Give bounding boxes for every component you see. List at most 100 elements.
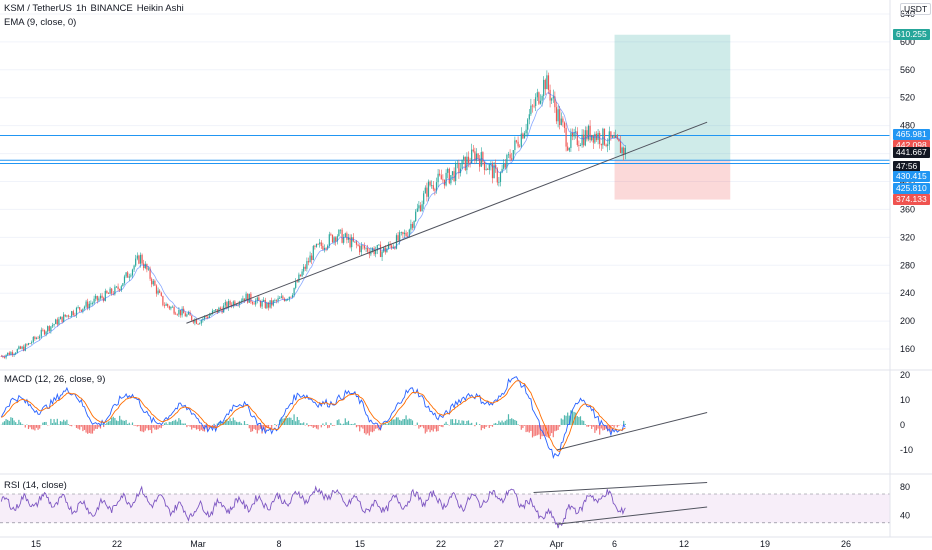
candle-body [26, 344, 28, 346]
candle-body [203, 316, 206, 319]
macd-histogram-bar [589, 425, 591, 426]
candle-body [475, 153, 478, 161]
candle-body [160, 292, 162, 296]
macd-histogram-bar [290, 417, 292, 425]
macd-histogram-bar [189, 425, 191, 427]
rsi-trendline[interactable] [533, 481, 708, 494]
candle-body [418, 205, 420, 209]
candle-body [103, 297, 105, 301]
time-axis-tick: Apr [550, 539, 564, 549]
candle-body [184, 313, 186, 317]
time-axis-tick: 22 [436, 539, 446, 549]
macd-histogram-bar [90, 425, 92, 434]
candle-body [83, 306, 86, 309]
candle-body [256, 297, 258, 301]
candle-body [541, 95, 543, 101]
candle-body [517, 141, 519, 147]
macd-histogram-bar [531, 425, 534, 438]
candle-body [309, 255, 311, 263]
macd-histogram-bar [536, 425, 538, 436]
macd-histogram-bar [451, 419, 454, 425]
macd-histogram-bar [455, 419, 457, 425]
macd-line[interactable] [0, 376, 626, 460]
macd-histogram-bar [245, 424, 247, 425]
candle-body [589, 125, 591, 141]
rsi-legend[interactable]: RSI (14, close) [4, 480, 67, 491]
candle-body [603, 128, 606, 145]
symbol-label[interactable]: KSM / TetherUS [4, 3, 72, 14]
macd-histogram-bar [291, 419, 294, 425]
candle-body [519, 146, 521, 148]
candle-body [557, 109, 559, 122]
rsi-line[interactable] [0, 485, 626, 529]
candle-body [299, 274, 302, 277]
macd-histogram-bar [45, 421, 47, 425]
macd-histogram-bar [602, 425, 604, 431]
candle-body [432, 185, 434, 190]
macd-histogram-bar [155, 425, 158, 430]
macd-histogram-bar [248, 425, 250, 429]
price-panel[interactable] [0, 34, 890, 360]
candle-body [123, 276, 126, 284]
long-position-stop-zone[interactable] [614, 160, 731, 200]
time-axis-tick: 26 [841, 539, 851, 549]
interval-label[interactable]: 1h [75, 3, 87, 14]
macd-histogram-bar [479, 424, 481, 425]
candle-body [192, 320, 194, 323]
macd-histogram-bar [397, 417, 399, 425]
macd-histogram-bar [530, 425, 532, 432]
time-axis-tick: 8 [276, 539, 281, 549]
long-position-profit-zone[interactable] [614, 34, 731, 161]
candle-body [544, 79, 546, 90]
macd-histogram-bar [282, 418, 284, 425]
macd-panel[interactable] [0, 376, 708, 460]
price-axis-tick: 240 [900, 288, 915, 298]
macd-signal-line[interactable] [1, 380, 626, 453]
macd-histogram-bar [611, 425, 614, 426]
candle-body [69, 316, 71, 318]
price-tag: 430.415 [893, 171, 930, 182]
macd-trendline[interactable] [556, 412, 708, 451]
candle-body [410, 223, 412, 230]
time-axis-tick: Mar [190, 539, 206, 549]
candle-body [144, 263, 146, 269]
price-tag: 441.667 [893, 147, 930, 159]
macd-histogram-bar [343, 423, 345, 425]
macd-histogram-bar [234, 420, 236, 425]
price-axis-tick: 280 [900, 260, 915, 270]
macd-histogram-bar [79, 425, 81, 430]
candle-body [594, 133, 596, 143]
macd-histogram-bar [463, 420, 465, 425]
candle-body [608, 131, 610, 145]
candle-body [327, 245, 329, 249]
candle-body [587, 125, 590, 140]
candle-body [503, 163, 505, 169]
macd-histogram-bar [101, 423, 103, 425]
macd-histogram-bar [53, 419, 55, 425]
macd-legend[interactable]: MACD (12, 26, close, 9) [4, 374, 106, 385]
macd-histogram-bar [109, 420, 111, 425]
currency-badge[interactable]: USDT [900, 3, 932, 15]
macd-histogram-bar [419, 425, 422, 428]
candle-body [285, 299, 287, 301]
candle-body [522, 133, 524, 139]
rsi-trendline[interactable] [556, 506, 708, 525]
support-trendline[interactable] [186, 121, 708, 324]
macd-histogram-bar [442, 425, 444, 428]
ema-legend[interactable]: EMA (9, close, 0) [4, 17, 77, 28]
macd-histogram-bar [459, 423, 462, 425]
macd-histogram-bar [202, 425, 204, 432]
macd-histogram-bar [131, 422, 134, 425]
rsi-panel[interactable] [0, 481, 890, 529]
candle-body [463, 156, 465, 160]
ema-line[interactable] [1, 92, 626, 357]
candle-body [320, 242, 322, 246]
candle-body [359, 245, 361, 253]
macd-histogram-bar [299, 423, 302, 425]
macd-histogram-bar [623, 420, 625, 425]
macd-histogram-bar [93, 425, 95, 431]
candle-body [570, 132, 572, 148]
candle-body [349, 237, 351, 248]
candle-body [288, 296, 290, 300]
